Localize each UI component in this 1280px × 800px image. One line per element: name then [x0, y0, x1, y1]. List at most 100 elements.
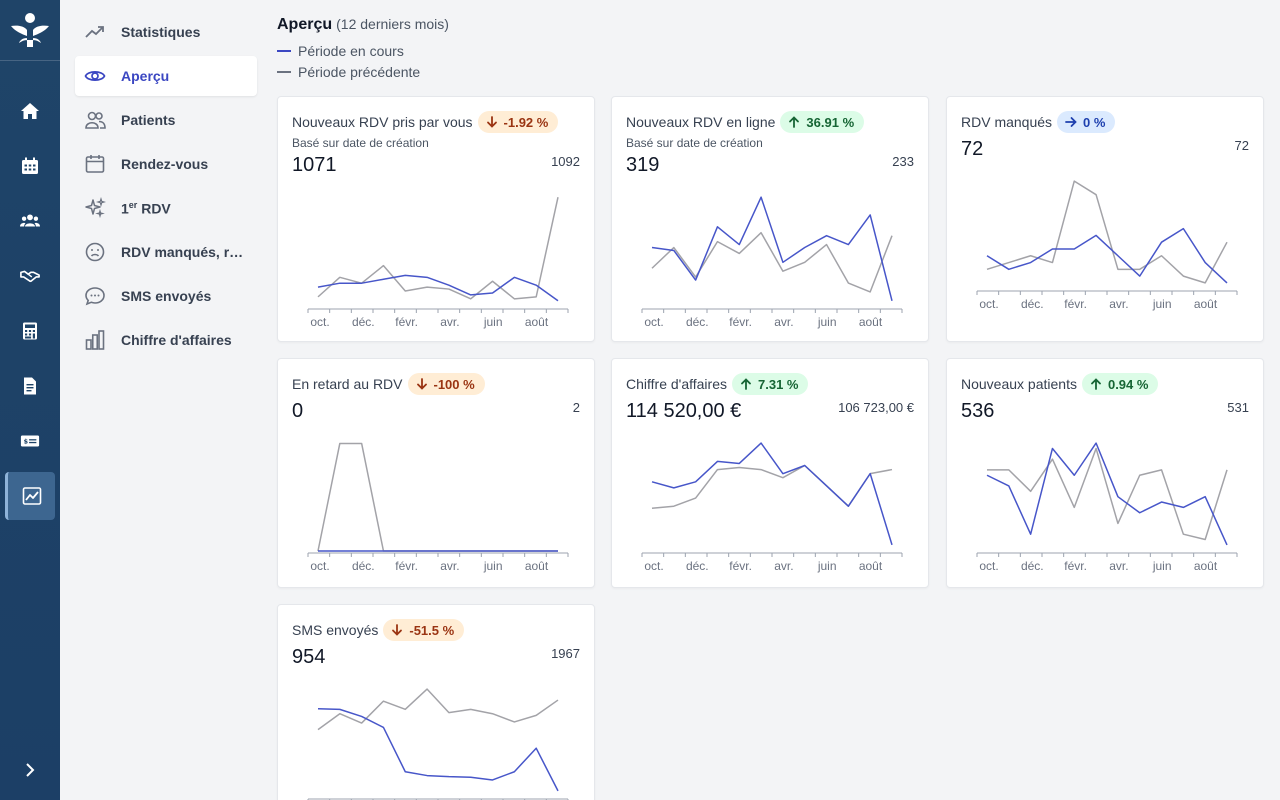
- caduceus-logo-icon: [11, 13, 49, 47]
- x-tick-label: avr.: [1109, 297, 1128, 311]
- change-badge: -51.5 %: [383, 619, 465, 641]
- subnav-item-sms[interactable]: SMS envoyés: [75, 276, 257, 316]
- billing-icon: $: [20, 435, 40, 447]
- x-tick-label: oct.: [644, 315, 663, 329]
- series-line-previous: [317, 442, 558, 552]
- app-logo[interactable]: [0, 0, 60, 61]
- card-value: 1071: [292, 154, 337, 176]
- x-tick-label: oct.: [310, 315, 329, 329]
- rail-partners[interactable]: [5, 252, 55, 300]
- page-title-row: Aperçu (12 derniers mois): [277, 16, 449, 34]
- x-tick-label: déc.: [686, 559, 709, 573]
- rail-billing[interactable]: $: [5, 417, 55, 465]
- series-line-current: [317, 274, 559, 302]
- x-tick-label: févr.: [395, 559, 418, 573]
- x-tick-label: août: [1194, 297, 1218, 311]
- x-tick-label: juin: [817, 315, 837, 329]
- chart-legend: Période en cours Période précédente: [277, 40, 449, 82]
- card-subtitle: Basé sur date de création: [292, 136, 429, 150]
- statistics-subnav: Statistiques Aperçu Patients Rendez-vous…: [75, 12, 257, 364]
- x-tick-label: avr.: [774, 559, 793, 573]
- subnav-label: Statistiques: [121, 24, 201, 40]
- card-title: SMS envoyés: [292, 622, 379, 638]
- subnav-label: SMS envoyés: [121, 288, 212, 304]
- card-title-row: Chiffre d'affaires 7.31 %: [626, 373, 809, 395]
- subnav-item-patients[interactable]: Patients: [75, 100, 257, 140]
- x-tick-label: avr.: [440, 315, 459, 329]
- subnav-item-statistiques[interactable]: Statistiques: [75, 12, 257, 52]
- card-title: Chiffre d'affaires: [626, 376, 727, 392]
- x-tick-label: août: [525, 559, 549, 573]
- arrow-up-icon: [1090, 378, 1108, 390]
- x-tick-label: juin: [483, 559, 503, 573]
- subnav-item-rendez-vous[interactable]: Rendez-vous: [75, 144, 257, 184]
- series-line-previous: [651, 464, 893, 509]
- chevron-right-icon: [26, 763, 35, 777]
- card-previous-total: 2: [572, 400, 580, 415]
- x-tick-label: févr.: [1064, 297, 1087, 311]
- svg-text:$: $: [24, 439, 28, 446]
- users-icon: [83, 108, 107, 132]
- stat-card[interactable]: SMS envoyés -51.5 % 954 1967 oct.déc.févr.av…: [277, 604, 595, 800]
- card-previous-total: 1092: [551, 154, 580, 169]
- rail-calendar[interactable]: [5, 142, 55, 190]
- page-subtitle: (12 derniers mois): [336, 16, 449, 32]
- x-tick-label: août: [859, 559, 883, 573]
- arrow-down-icon: [416, 378, 434, 390]
- rail-home[interactable]: [5, 87, 55, 135]
- card-title: En retard au RDV: [292, 376, 403, 392]
- arrow-down-icon: [391, 624, 409, 636]
- card-title: RDV manqués: [961, 114, 1053, 130]
- change-badge: 7.31 %: [732, 373, 809, 395]
- card-value: 72: [961, 138, 984, 160]
- subnav-label: Rendez-vous: [121, 156, 209, 172]
- x-tick-label: avr.: [774, 315, 793, 329]
- series-line-previous: [986, 180, 1228, 284]
- stat-card[interactable]: RDV manqués 0 % 72 72 oct. déc. févr. avr. juin a…: [946, 96, 1264, 342]
- card-title-row: Nouveaux RDV en ligne 36.91 %: [626, 111, 865, 133]
- change-value: 0.94 %: [1107, 376, 1149, 392]
- stat-card[interactable]: Nouveaux patients 0.94 % 536 531 oct. déc. fév…: [946, 358, 1264, 588]
- card-previous-total: 106 723,00 €: [838, 400, 914, 415]
- subnav-label: 1er RDV: [121, 200, 171, 217]
- rail-statistics[interactable]: [5, 472, 55, 520]
- subnav-item-rdv-manques[interactable]: RDV manqués, ret…: [75, 232, 257, 272]
- subnav-item-chiffre-affaires[interactable]: Chiffre d'affaires: [75, 320, 257, 360]
- change-badge: 0 %: [1057, 111, 1116, 133]
- subnav-item-apercu[interactable]: Aperçu: [75, 56, 257, 96]
- rail-documents[interactable]: [5, 362, 55, 410]
- rail-calculator[interactable]: [5, 307, 55, 355]
- app-rail: $: [0, 0, 60, 800]
- x-tick-label: déc.: [686, 315, 709, 329]
- rail-expand-button[interactable]: [5, 746, 55, 794]
- subnav-label: Aperçu: [121, 68, 170, 84]
- stat-card[interactable]: Chiffre d'affaires 7.31 % 114 520,00 € 106 …: [611, 358, 929, 588]
- legend-label-current: Période en cours: [298, 42, 404, 59]
- x-tick-label: juin: [1152, 559, 1172, 573]
- change-value: 0 %: [1083, 114, 1106, 130]
- trending-up-icon: [83, 20, 107, 44]
- card-value: 319: [626, 154, 660, 176]
- card-title-row: Nouveaux patients 0.94 %: [961, 373, 1159, 395]
- sad-face-icon: [83, 240, 107, 264]
- calendar-icon: [22, 157, 38, 174]
- subnav-label: Patients: [121, 112, 176, 128]
- rail-patients[interactable]: [5, 197, 55, 245]
- subnav-item-premier-rdv[interactable]: 1er RDV: [75, 188, 257, 228]
- stat-card[interactable]: Nouveaux RDV en ligne 36.91 % Basé sur dat…: [611, 96, 929, 342]
- x-tick-label: août: [1194, 559, 1218, 573]
- series-line-previous: [987, 447, 1228, 541]
- x-tick-label: déc.: [1021, 559, 1044, 573]
- arrow-up-icon: [788, 116, 806, 128]
- handshake-icon: [20, 270, 40, 283]
- x-tick-label: févr.: [1064, 559, 1087, 573]
- card-title: Nouveaux patients: [961, 376, 1077, 392]
- subnav-label: RDV manqués, ret…: [121, 244, 247, 260]
- subnav-label-number: 1: [121, 200, 129, 217]
- stat-card[interactable]: En retard au RDV -100 % 0 2 oct. déc. févr. avr…: [277, 358, 595, 588]
- stat-card[interactable]: Nouveaux RDV pris par vous -1.92 % Basé su…: [277, 96, 595, 342]
